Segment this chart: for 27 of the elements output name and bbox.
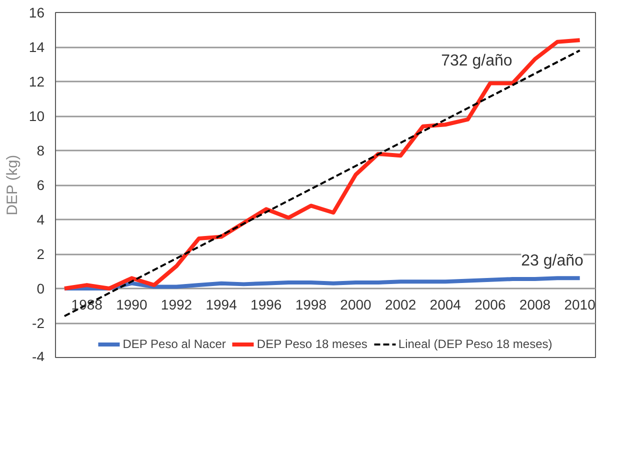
x-tick-label: 1992 [160,296,192,312]
annotation: 732 g/año [441,52,512,70]
y-tick-label: 0 [36,280,45,296]
legend-label: DEP Peso 18 meses [256,337,368,351]
y-tick-label: 10 [28,108,45,124]
legend-label: DEP Peso al Nacer [122,337,226,351]
y-tick-label: 14 [28,39,45,55]
x-tick-label: 1998 [295,296,327,312]
y-tick-label: 4 [36,212,45,228]
x-tick-label: 2010 [564,296,596,312]
x-tick-label: 2000 [340,296,372,312]
x-tick-label: 2004 [430,296,462,312]
y-axis-title: DEP (kg) [4,154,21,216]
y-tick-label: 12 [28,74,45,90]
y-tick-label: 8 [36,142,45,158]
x-tick-label: 1990 [116,296,148,312]
y-tick-label: -2 [32,315,45,331]
legend-label: Lineal (DEP Peso 18 meses) [398,337,552,351]
x-tick-label: 2006 [474,296,506,312]
x-tick-label: 1996 [250,296,282,312]
y-tick-label: 16 [28,4,45,20]
x-tick-label: 2008 [519,296,551,312]
annotation: 23 g/año [521,252,584,270]
y-tick-label: 2 [36,246,45,262]
x-tick-label: 1994 [206,296,238,312]
x-tick-label: 2002 [384,296,416,312]
y-tick-label: 6 [36,177,45,193]
